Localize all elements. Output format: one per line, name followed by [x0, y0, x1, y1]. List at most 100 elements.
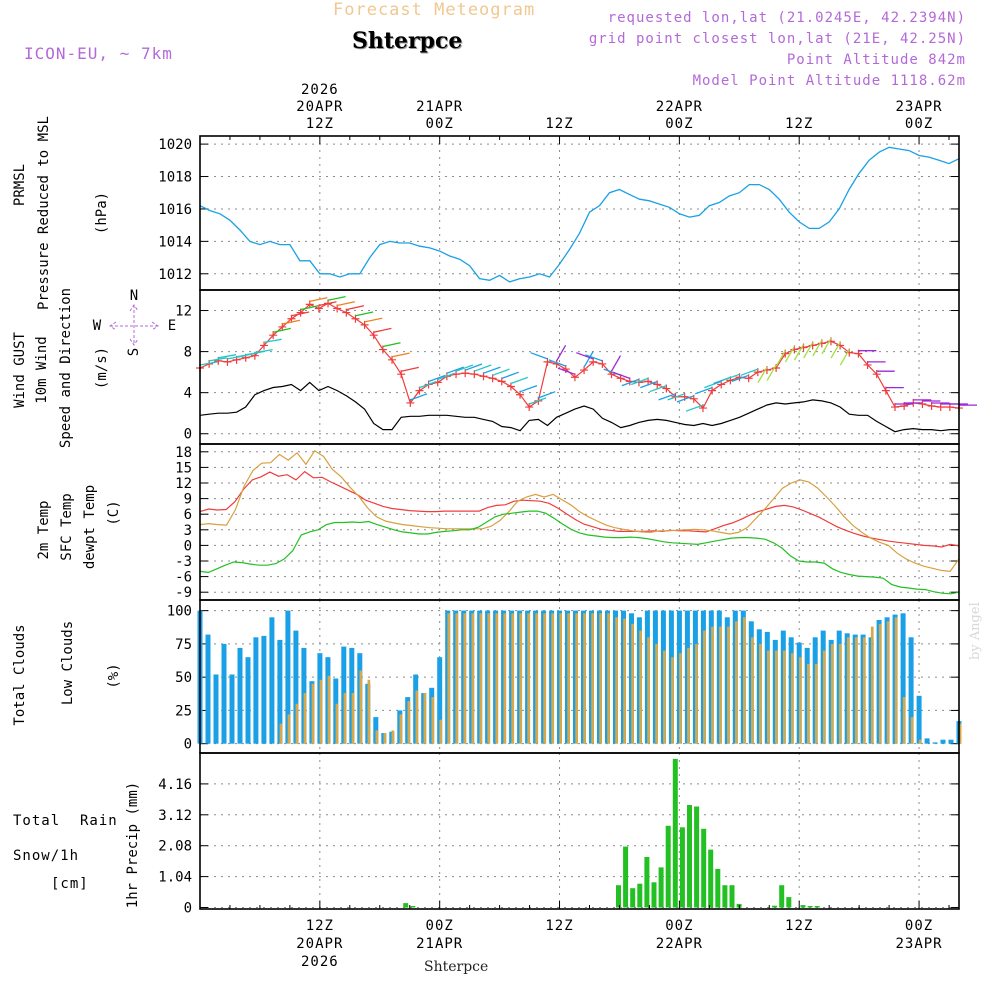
wind-direction-arrow: [784, 346, 795, 363]
rain-bar: [410, 906, 416, 908]
low-cloud-bar: [902, 697, 906, 744]
low-cloud-bar: [447, 613, 451, 744]
rain-bar: [701, 828, 707, 908]
low-cloud-bar: [846, 637, 850, 744]
total-cloud-bar: [237, 647, 243, 744]
ytick-label-prmsl: 1020: [158, 137, 192, 153]
low-cloud-bar: [543, 613, 546, 744]
panel-frame-wind: [199, 289, 960, 445]
wind-direction-arrow: [585, 354, 603, 362]
gust-point: [388, 355, 397, 364]
low-cloud-bar: [423, 693, 427, 744]
wind-direction-arrow: [839, 349, 850, 366]
total-cloud-bar: [373, 717, 379, 744]
prmsl-label: PRMSL: [12, 164, 28, 206]
time-label-top: 12Z: [545, 116, 573, 132]
time-label-bottom: 00Z: [426, 918, 454, 934]
ytick-label-wind: 4: [184, 386, 192, 402]
time-label-bottom: 12Z: [545, 918, 573, 934]
ytick-label-prmsl: 1012: [158, 267, 192, 283]
cloud-low-label: Low Clouds: [60, 621, 76, 705]
ytick-label-cloud: 75: [175, 637, 192, 653]
low-cloud-bar: [495, 613, 499, 744]
snow-unit-label: [cm]: [51, 876, 89, 892]
page-title: Shterpce: [352, 28, 463, 54]
ytick-label-temp: 9: [184, 492, 192, 508]
low-cloud-bar: [607, 613, 610, 744]
low-cloud-bar: [822, 650, 826, 744]
gust-point: [269, 331, 278, 340]
temp-sfc-label: SFC Temp: [59, 493, 75, 560]
ytick-label-temp: 6: [184, 507, 192, 523]
low-cloud-bar: [838, 643, 842, 744]
time-label-top: 00Z: [665, 116, 693, 132]
rain-bar: [814, 906, 820, 908]
low-cloud-bar: [551, 613, 554, 744]
low-cloud-bar: [527, 613, 530, 744]
low-cloud-bar: [639, 630, 642, 744]
wind-direction-arrow: [538, 391, 556, 399]
low-cloud-bar: [319, 679, 323, 744]
wind-direction-arrow: [337, 301, 355, 307]
total-cloud-bar: [205, 634, 211, 744]
ytick-label-wind: 12: [175, 304, 192, 320]
wind-direction-arrow: [658, 393, 676, 401]
time-label-bottom: 00Z: [905, 918, 933, 934]
wind-direction-arrow: [694, 386, 713, 395]
ytick-label-cloud: 50: [175, 670, 192, 686]
low-cloud-bar: [575, 613, 578, 744]
rain-label: Rain: [80, 813, 118, 829]
low-cloud-bar: [567, 613, 570, 744]
low-cloud-bar: [511, 613, 514, 744]
wind-direction-arrow: [309, 296, 328, 303]
wind-10m-label: 10m Wind: [34, 336, 50, 403]
time-label-bottom: 20APR: [296, 936, 343, 952]
temp-sfc-line: [199, 449, 960, 573]
total-cloud-bar: [261, 635, 267, 744]
time-label-top: 00Z: [426, 116, 454, 132]
gust-point: [506, 382, 515, 391]
gust-point: [479, 372, 488, 381]
low-cloud-bar: [559, 613, 562, 744]
gust-point: [333, 304, 342, 313]
compass-arrows: [109, 304, 159, 346]
ytick-label-temp: 0: [184, 538, 192, 554]
low-cloud-bar: [759, 643, 762, 744]
wind-gust-label: Wind GUST: [12, 332, 28, 408]
low-cloud-bar: [878, 623, 882, 744]
wind-direction-arrow: [610, 355, 622, 372]
gust-point: [570, 373, 579, 382]
wind-direction-arrow: [519, 384, 538, 393]
low-cloud-bar: [335, 703, 339, 744]
low-cloud-bar: [679, 653, 682, 744]
gust-point: [351, 314, 360, 323]
gust-point: [406, 398, 415, 407]
low-cloud-bar: [894, 617, 898, 744]
wind-line: [199, 381, 959, 433]
model-label: ICON-EU, ~ 7km: [24, 44, 173, 63]
low-cloud-bar: [383, 733, 387, 744]
footer-station: Shterpce: [424, 959, 489, 975]
gust-point: [378, 345, 387, 354]
wind-direction-arrow: [318, 301, 337, 307]
total-cloud-bar: [229, 674, 235, 744]
wind-direction-arrow: [355, 311, 374, 317]
low-cloud-bar: [886, 621, 890, 744]
rain-bar: [644, 857, 650, 908]
rain-bar: [722, 885, 728, 908]
low-cloud-bar: [703, 630, 706, 744]
wind-direction-arrow: [630, 377, 649, 386]
low-cloud-bar: [471, 613, 475, 744]
total-cloud-bar: [437, 657, 443, 744]
time-label-bottom: 12Z: [306, 918, 334, 934]
low-cloud-bar: [583, 613, 586, 744]
gust-point: [360, 320, 369, 329]
gust-point: [497, 377, 506, 386]
total-cloud-bar: [932, 742, 938, 744]
low-cloud-bar: [783, 650, 786, 744]
time-label-top: 00Z: [905, 116, 933, 132]
ytick-label-temp: 12: [175, 476, 192, 492]
wind-direction-arrow: [612, 371, 631, 380]
wind-direction-arrow: [263, 338, 282, 344]
low-cloud-bar: [535, 613, 538, 744]
